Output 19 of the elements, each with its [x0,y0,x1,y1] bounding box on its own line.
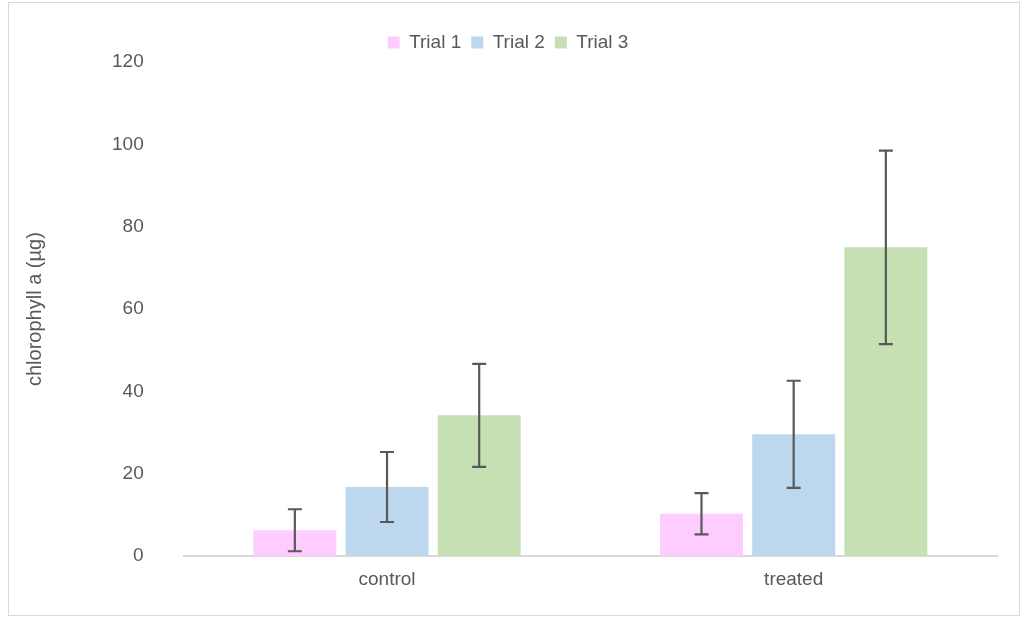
x-tick-label: treated [764,567,824,589]
y-tick-label: 100 [112,132,144,154]
y-tick-label: 20 [122,462,144,484]
bar [253,530,337,557]
y-tick-label: 40 [122,379,144,401]
x-tick-label: control [358,567,416,589]
legend-label: Trial 1 [409,30,462,52]
y-tick-label: 120 [112,50,144,72]
y-tick-label: 80 [122,214,144,236]
bar [660,513,743,557]
y-tick-label: 60 [122,297,144,319]
y-axis-title: chlorophyll a (µg) [22,232,45,387]
legend-label: Trial 3 [576,30,629,52]
bar [345,487,429,557]
bar [437,415,521,557]
y-tick-label: 0 [133,544,144,566]
bar [752,434,836,557]
bar [844,247,928,557]
legend-label: Trial 2 [492,30,545,52]
